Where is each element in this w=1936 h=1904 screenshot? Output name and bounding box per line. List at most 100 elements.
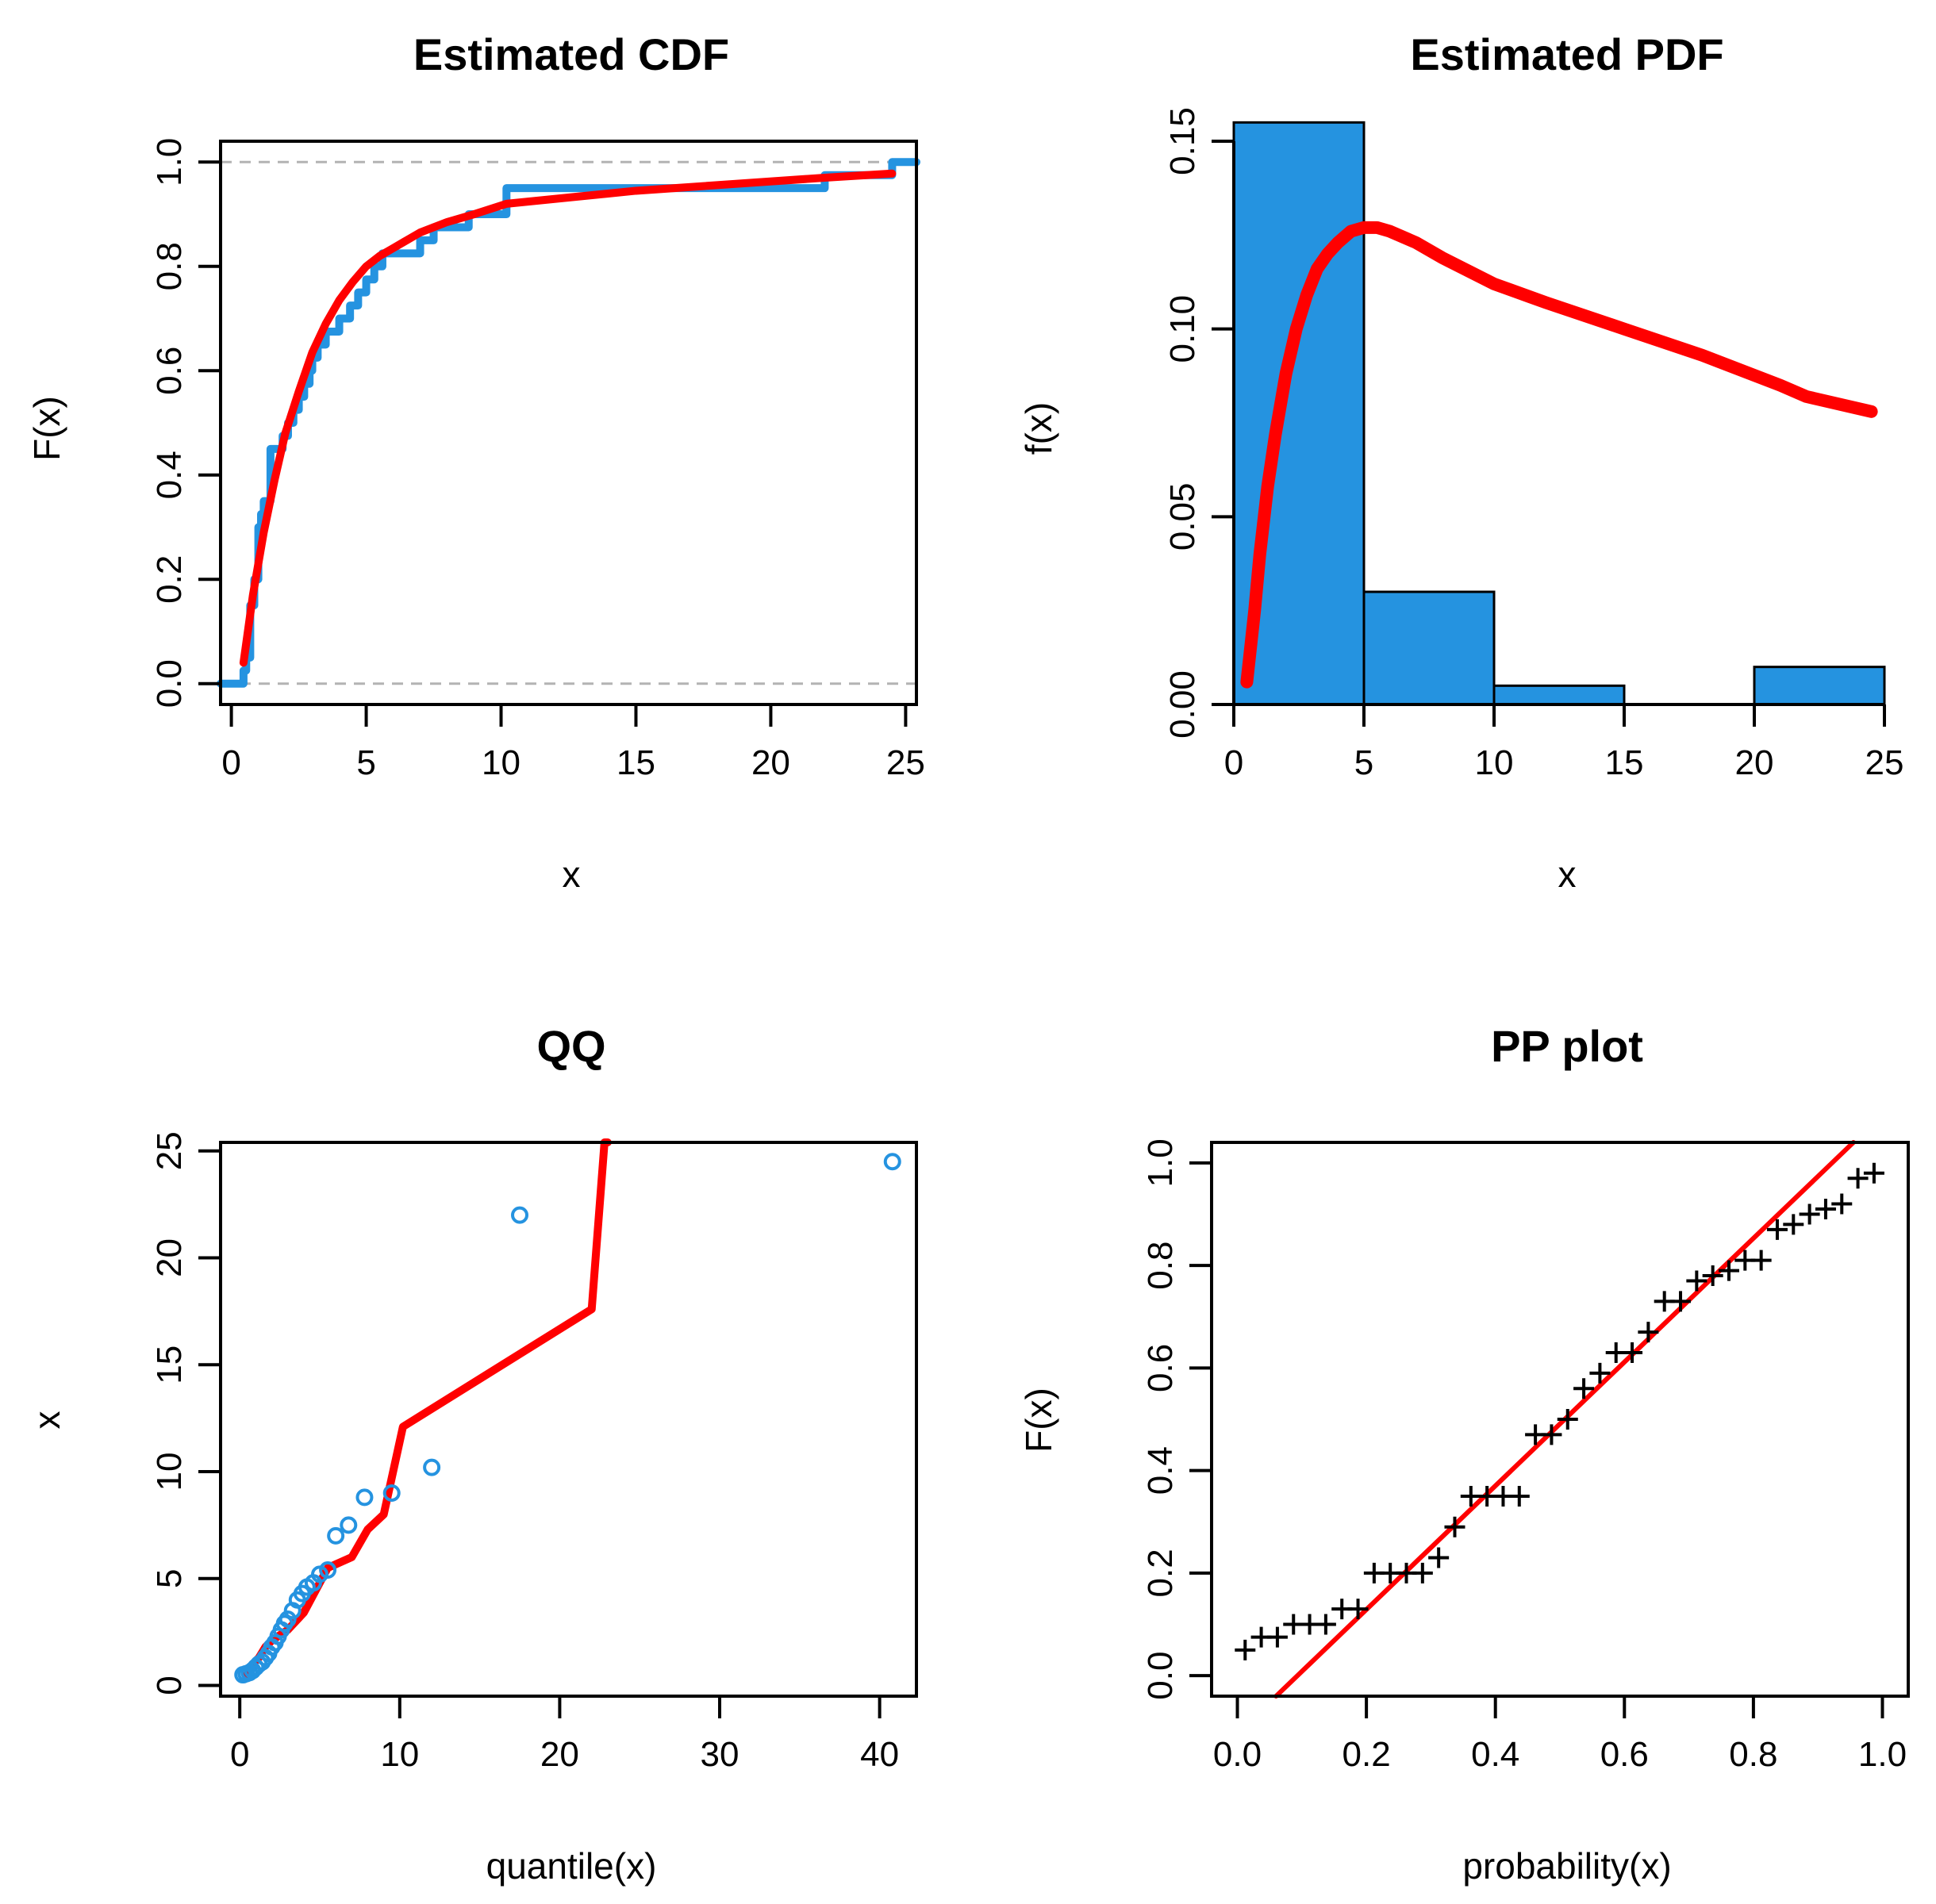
fitted-line [242, 1138, 612, 1680]
data-point [1799, 1203, 1820, 1225]
data-point [1428, 1547, 1450, 1568]
data-point [1719, 1260, 1739, 1281]
panel-estimated-pdf: Estimated PDF x f(x) 0 5 10 15 20 25 0.00 0.05 0… [1018, 29, 1903, 895]
x-tick-label: 0 [221, 743, 240, 782]
y-tick-label: 0.00 [1163, 670, 1202, 739]
y-tick-label: 1.0 [150, 138, 189, 186]
y-tick-label: 15 [150, 1345, 189, 1384]
data-point [1541, 1424, 1562, 1445]
x-tick-label: 5 [1354, 743, 1373, 782]
x-tick-label: 30 [701, 1735, 739, 1774]
y-tick-label: 0.8 [1141, 1242, 1180, 1290]
plot-frame [219, 140, 918, 706]
data-point [1508, 1485, 1530, 1507]
data-point [1266, 1626, 1288, 1648]
histogram-bar [1753, 666, 1886, 706]
panel-estimated-cdf: Estimated CDF x F(x) 0 5 10 15 20 25 0.0 0.2 0.4… [26, 29, 925, 895]
fitted-line [1240, 221, 1878, 689]
data-point [355, 1488, 374, 1507]
data-point [278, 1610, 297, 1628]
y-tick-label: 0.8 [150, 242, 189, 290]
x-tick-label: 20 [540, 1735, 579, 1774]
x-tick-label: 0 [230, 1735, 249, 1774]
data-point [423, 1458, 441, 1476]
histogram-bar [1492, 684, 1626, 706]
x-tick-label: 40 [860, 1735, 899, 1774]
data-point [1347, 1599, 1369, 1620]
data-point [340, 1516, 358, 1534]
x-tick-label: 20 [751, 743, 790, 782]
data-point [1412, 1562, 1433, 1583]
x-tick-label: 0.4 [1471, 1735, 1519, 1774]
data-point [319, 1560, 337, 1579]
x-tick-label: 10 [380, 1735, 419, 1774]
y-tick-label: 0.0 [150, 659, 189, 708]
y-tick-label: 0.2 [1141, 1549, 1180, 1597]
x-axis-label: quantile(x) [486, 1845, 657, 1887]
data-point [1750, 1250, 1772, 1271]
data-point [1557, 1409, 1578, 1430]
y-tick-label: 0 [150, 1676, 189, 1695]
x-tick-label: 15 [1605, 743, 1644, 782]
y-tick-label: 0.4 [150, 451, 189, 499]
x-tick-label: 10 [482, 743, 520, 782]
x-tick-label: 5 [356, 743, 375, 782]
plot-frame [219, 1141, 918, 1698]
data-point [1444, 1516, 1465, 1537]
x-tick-label: 0.8 [1729, 1735, 1777, 1774]
data-point [1863, 1162, 1884, 1184]
x-tick-label: 0 [1224, 743, 1243, 782]
panel-pp-plot: PP plot probability(x) F(x) 0.0 0.2 0.4 0.6… [1018, 1021, 1910, 1887]
y-axis-label: f(x) [1018, 402, 1059, 455]
data-point [1783, 1214, 1804, 1235]
x-axis-label: probability(x) [1462, 1845, 1671, 1887]
y-tick-label: 0.15 [1163, 107, 1202, 175]
panel-title: QQ [536, 1021, 605, 1071]
data-point [511, 1206, 529, 1224]
data-point [1831, 1193, 1853, 1215]
histogram-bar [1362, 590, 1496, 706]
x-tick-label: 20 [1735, 743, 1774, 782]
y-tick-label: 0.6 [150, 347, 189, 395]
data-point [1315, 1614, 1336, 1635]
x-tick-label: 15 [617, 743, 655, 782]
x-axis-label: x [563, 854, 581, 895]
x-tick-label: 25 [1865, 743, 1904, 782]
y-tick-label: 1.0 [1141, 1138, 1180, 1187]
fitted-line [239, 169, 897, 667]
data-point [1815, 1199, 1836, 1220]
empirical-line [217, 158, 920, 688]
y-axis-label: x [26, 1411, 67, 1430]
y-tick-label: 5 [150, 1569, 189, 1588]
y-tick-label: 10 [150, 1453, 189, 1491]
data-point [1702, 1265, 1723, 1287]
y-axis-label: F(x) [26, 396, 67, 461]
y-tick-label: 0.10 [1163, 295, 1202, 363]
y-tick-label: 0.0 [1141, 1652, 1180, 1700]
data-point [883, 1153, 901, 1171]
y-tick-label: 25 [150, 1131, 189, 1170]
x-axis-label: x [1558, 854, 1577, 895]
x-tick-label: 25 [886, 743, 925, 782]
y-tick-label: 20 [150, 1238, 189, 1277]
data-point [1766, 1219, 1788, 1240]
y-tick-label: 0.2 [150, 555, 189, 604]
x-tick-label: 0.6 [1600, 1735, 1649, 1774]
x-tick-label: 0.0 [1213, 1735, 1262, 1774]
data-point [1847, 1168, 1869, 1189]
y-tick-label: 0.4 [1141, 1446, 1180, 1495]
data-point [1686, 1270, 1707, 1292]
panel-qq: QQ quantile(x) x 0 10 20 30 40 0 5 10 15 20 25 [26, 1021, 918, 1887]
y-tick-label: 0.6 [1141, 1344, 1180, 1392]
data-point [382, 1484, 401, 1502]
panel-title: PP plot [1491, 1021, 1643, 1071]
y-axis-label: F(x) [1018, 1388, 1059, 1453]
data-point [1622, 1342, 1643, 1363]
x-tick-label: 10 [1475, 743, 1514, 782]
panel-title: Estimated PDF [1410, 29, 1723, 79]
panel-title: Estimated CDF [413, 29, 729, 79]
y-tick-label: 0.05 [1163, 483, 1202, 551]
data-point [1638, 1322, 1659, 1343]
x-tick-label: 1.0 [1858, 1735, 1907, 1774]
data-point [1235, 1639, 1256, 1660]
